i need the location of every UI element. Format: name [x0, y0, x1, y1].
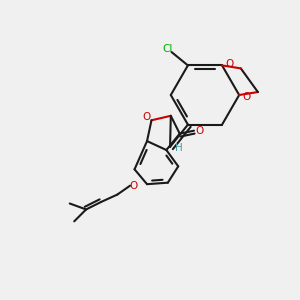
Text: O: O: [142, 112, 150, 122]
Text: Cl: Cl: [163, 44, 173, 54]
Text: H: H: [175, 143, 183, 153]
Text: O: O: [242, 92, 251, 101]
Text: O: O: [225, 59, 234, 69]
Text: O: O: [130, 181, 138, 191]
Text: O: O: [195, 126, 203, 136]
